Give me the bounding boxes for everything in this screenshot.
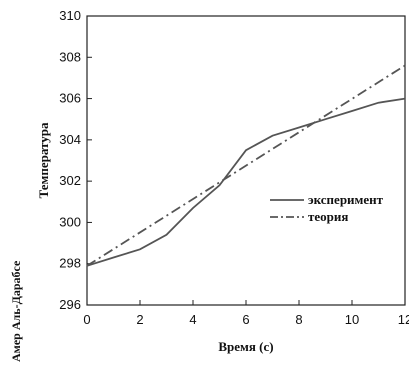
series-line-0	[86, 97, 406, 267]
legend: эксперимент теория	[270, 192, 384, 224]
x-tick-label: 8	[295, 312, 302, 327]
x-tick-label: 12	[398, 312, 409, 327]
y-tick-label: 308	[59, 49, 81, 64]
x-tick-label: 2	[136, 312, 143, 327]
series-line-1	[86, 64, 406, 267]
x-tick-label: 10	[345, 312, 359, 327]
y-tick-label: 310	[59, 8, 81, 23]
y-tick-label: 296	[59, 297, 81, 312]
x-tick-label: 6	[242, 312, 249, 327]
legend-label-1: теория	[308, 209, 348, 224]
y-tick-label: 298	[59, 256, 81, 271]
x-axis-title: Время (с)	[218, 339, 273, 354]
x-tick-label: 4	[189, 312, 196, 327]
x-tick-label: 0	[83, 312, 90, 327]
plot-frame	[86, 15, 406, 306]
y-tick-label: 302	[59, 173, 81, 188]
legend-label-0: эксперимент	[308, 192, 384, 207]
y-axis-title: Температура	[36, 122, 51, 198]
y-tick-label: 306	[59, 91, 81, 106]
y-tick-label: 304	[59, 132, 81, 147]
y-axis: 296 298 300 302 304 306 308 310	[59, 8, 92, 312]
series-layer	[86, 64, 406, 267]
y-tick-label: 300	[59, 214, 81, 229]
x-axis: 0 2 4 6 8 10 12	[83, 300, 409, 327]
side-caption: Амер Аль-Дарабсе	[9, 260, 23, 362]
